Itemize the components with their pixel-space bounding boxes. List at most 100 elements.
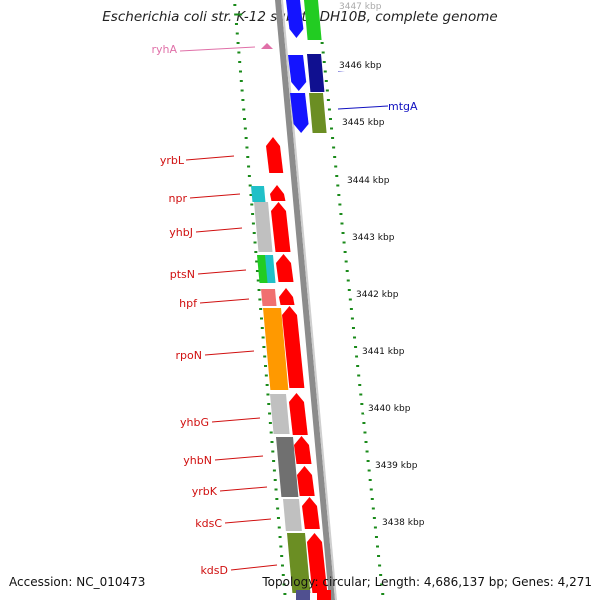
- outer-tick: [328, 118, 332, 120]
- inner-tick: [259, 317, 263, 320]
- gene-block-yrbk: [297, 466, 315, 496]
- outer-tick: [376, 545, 380, 548]
- inner-tick: [264, 365, 268, 367]
- label-leader-kdsC: [224, 518, 272, 524]
- gene-label-npr: npr: [169, 192, 188, 205]
- outer-tick: [334, 165, 338, 168]
- inner-tick: [246, 156, 250, 158]
- outer-tick: [336, 184, 340, 187]
- outer-tick: [330, 127, 334, 130]
- gene-features: [251, 0, 331, 600]
- inner-tick: [247, 175, 251, 177]
- inner-tick: [245, 146, 249, 149]
- outer-tick: [347, 289, 351, 291]
- gene-block-kdsc-grey: [283, 499, 302, 531]
- accession-text: Accession: NC_010473: [9, 575, 146, 589]
- outer-tick: [368, 479, 372, 481]
- inner-tick: [234, 23, 238, 25]
- inner-tick: [255, 260, 259, 263]
- gene-block-blue: [286, 0, 304, 38]
- scale-label-bg: [335, 57, 385, 71]
- gene-block-rpon-orange: [263, 308, 289, 390]
- outer-tick: [365, 450, 369, 453]
- inner-tick: [236, 42, 240, 44]
- outer-tick: [362, 422, 366, 424]
- outer-tick: [332, 146, 336, 149]
- inner-tick: [274, 488, 278, 491]
- scale-label-bg: [364, 400, 414, 414]
- gene-block-yhbg-grey: [270, 394, 290, 434]
- outer-tick: [323, 70, 327, 73]
- inner-tick: [263, 355, 267, 358]
- outer-tick: [337, 194, 341, 196]
- gene-block-yrbl: [266, 137, 284, 173]
- inner-tick: [252, 232, 256, 234]
- outer-tick: [338, 203, 342, 206]
- outer-tick: [343, 251, 347, 253]
- outer-tick: [341, 232, 345, 234]
- outer-tick: [348, 298, 352, 301]
- gene-label-ptsN: ptsN: [170, 268, 195, 281]
- inner-tick: [244, 137, 248, 139]
- label-leader-ryhA: [179, 46, 256, 52]
- gene-label-yhbN: yhbN: [183, 454, 212, 467]
- outer-tick: [339, 213, 343, 215]
- gene-label-yhbJ: yhbJ: [169, 226, 193, 239]
- inner-tick: [243, 118, 247, 120]
- outer-tick: [373, 526, 377, 529]
- label-leader-mtgA: [337, 105, 389, 110]
- scale-label: 3446 kbp: [339, 61, 382, 71]
- inner-tick: [260, 327, 264, 329]
- outer-tick: [325, 89, 329, 92]
- scale-label-bg: [348, 229, 398, 243]
- inner-tick: [247, 165, 251, 168]
- gene-block-bottom-red: [317, 590, 331, 600]
- gene-label-ryhA: ryhA: [151, 43, 177, 56]
- inner-tick: [262, 346, 266, 348]
- genome-backbone: [275, 0, 337, 600]
- inner-tick: [248, 184, 252, 187]
- outer-tick: [345, 270, 349, 272]
- inner-tick: [251, 222, 255, 225]
- gene-label-yrbL: yrbL: [160, 154, 185, 167]
- outer-tick: [360, 403, 364, 405]
- inner-tick: [235, 32, 239, 35]
- inner-tick: [269, 431, 273, 434]
- scale-label: 3438 kbp: [382, 518, 425, 528]
- inner-tick: [265, 384, 269, 386]
- inner-tick: [277, 526, 281, 529]
- inner-tick: [278, 536, 282, 538]
- outer-tick: [353, 336, 357, 339]
- outer-tick: [342, 241, 346, 244]
- inner-tick: [239, 80, 243, 82]
- gene-block-ryha: [261, 43, 273, 49]
- outer-tick: [321, 51, 325, 54]
- scale-label: 3440 kbp: [368, 404, 411, 414]
- scale-label: 3441 kbp: [362, 347, 405, 357]
- gene-block-yhbj-grey: [254, 202, 273, 252]
- gene-block-yhbg: [289, 393, 308, 435]
- gene-block-npr-cyan: [251, 186, 266, 202]
- inner-tick: [237, 51, 241, 54]
- outer-tick: [351, 327, 355, 329]
- inner-tick: [238, 61, 242, 63]
- inner-tick: [268, 412, 272, 415]
- gene-label-kdsD: kdsD: [200, 564, 228, 577]
- outer-tick: [340, 222, 344, 225]
- outer-tick: [374, 536, 378, 538]
- gene-block-mtga: [309, 93, 327, 133]
- outer-tick: [335, 175, 339, 177]
- scale-labels: 3447 kbp 3446 kbp 3445 kbp 3444 kbp 3443 kbp…: [335, 2, 428, 528]
- scale-label-bg: [358, 343, 408, 357]
- outer-tick: [369, 488, 373, 491]
- scale-label-bg: [343, 172, 393, 186]
- inner-tick: [250, 203, 254, 206]
- outer-tick: [349, 308, 353, 310]
- outer-tick: [327, 108, 331, 111]
- outer-tick: [320, 42, 324, 44]
- inner-tick: [270, 441, 274, 443]
- outer-tick: [377, 555, 381, 557]
- inner-tick: [238, 70, 242, 73]
- outer-tick: [344, 260, 348, 263]
